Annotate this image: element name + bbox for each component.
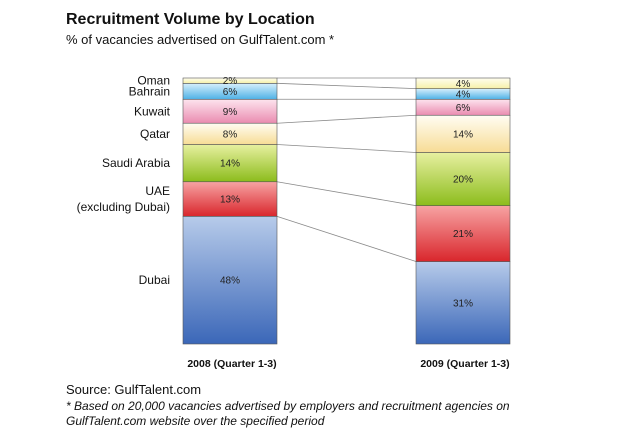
value-label-bahrain-2: 4% xyxy=(456,89,471,100)
legend-label-oman: Oman xyxy=(137,74,170,88)
connector-line-bahrain xyxy=(276,82,417,90)
legend-label-kuwait: Kuwait xyxy=(134,104,171,118)
value-label-qatar-2: 14% xyxy=(453,129,473,140)
x-axis-label-1: 2008 (Quarter 1-3) xyxy=(187,358,276,370)
bar-segment-saudi-arabia-1 xyxy=(182,144,278,183)
bar-segment-dubai-1 xyxy=(182,216,278,345)
value-label-dubai-1: 48% xyxy=(220,276,240,287)
bar-segment-uae-excluding-dubai-2 xyxy=(415,205,511,262)
legend-label-dubai: Dubai xyxy=(139,273,170,287)
value-label-dubai-2: 31% xyxy=(453,298,473,309)
bar-segment-oman-1 xyxy=(182,77,278,84)
value-label-uae-excluding-dubai-2: 21% xyxy=(453,229,473,240)
value-label-uae-excluding-dubai-1: 13% xyxy=(220,195,240,206)
footnote: * Based on 20,000 vacancies advertised b… xyxy=(66,399,510,428)
connector-line-saudi-arabia xyxy=(276,144,417,153)
value-label-saudi-arabia-1: 14% xyxy=(220,159,240,170)
legend-label-uae-excluding-dubai: UAE (excluding Dubai) xyxy=(77,184,170,214)
value-label-bahrain-1: 6% xyxy=(223,87,238,98)
value-label-kuwait-2: 6% xyxy=(456,103,471,114)
chart-subtitle: % of vacancies advertised on GulfTalent.… xyxy=(66,32,335,47)
value-label-saudi-arabia-2: 20% xyxy=(453,175,473,186)
legend-label-bahrain: Bahrain xyxy=(129,84,170,98)
connector-line-uae-excluding-dubai- xyxy=(276,181,417,207)
value-label-oman-2: 4% xyxy=(456,79,471,90)
source-note: Source: GulfTalent.com xyxy=(66,382,202,397)
connector-line-qatar xyxy=(276,114,417,124)
bar-segment-saudi-arabia-2 xyxy=(415,152,511,206)
chart-title: Recruitment Volume by Location xyxy=(66,11,315,28)
value-label-qatar-1: 8% xyxy=(223,129,238,140)
bar-segment-dubai-2 xyxy=(415,261,511,345)
legend-label-qatar: Qatar xyxy=(140,127,170,141)
bar-segment-oman-2 xyxy=(415,77,511,89)
x-axis-label-2: 2009 (Quarter 1-3) xyxy=(420,358,509,370)
legend-label-saudi-arabia: Saudi Arabia xyxy=(102,156,170,170)
bar-segment-qatar-2 xyxy=(415,114,511,153)
value-label-oman-1: 2% xyxy=(223,76,238,87)
connector-line-dubai xyxy=(276,215,417,262)
value-label-kuwait-1: 9% xyxy=(223,107,238,118)
